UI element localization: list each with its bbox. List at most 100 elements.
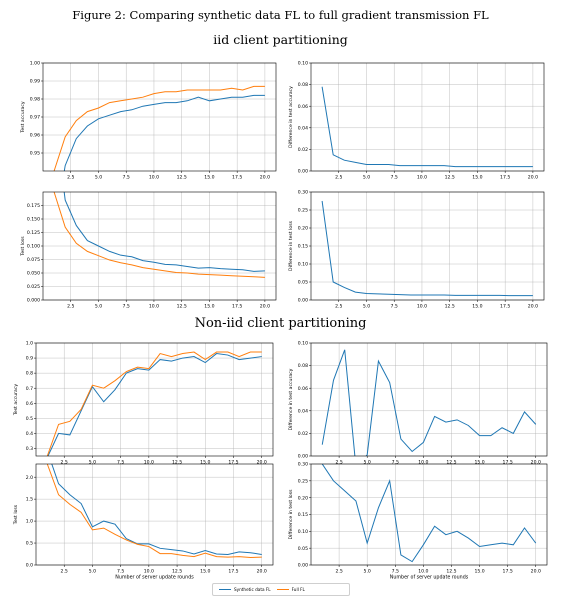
series-line-full-fl [53,192,265,278]
series-line-synthetic-data-fl [51,464,262,555]
section-title-iid: iid client partitioning [213,32,348,47]
x-tick-label: 2.5 [335,460,342,466]
legend: Synthetic data FL Full FL [212,583,350,596]
panel-noniid_loss_diff: 2.5 5.0 7.5 10.0 12.5 15.0 17.5 20.0 0.00 0.05 0.1… [288,462,548,581]
x-tick-label: 20.0 [260,175,270,181]
x-tick-label: 5.0 [89,569,96,575]
panel-noniid_acc: 2.5 5.0 7.5 10.0 12.5 15.0 17.5 20.0 0.3 0.4 0.5 0.… [13,341,274,466]
y-tick-label: 0.98 [30,97,40,103]
x-tick-label: 17.5 [232,304,242,310]
plot-frame [35,463,274,566]
y-tick-label: 0.5 [26,541,33,547]
plot-frame [310,342,548,457]
y-tick-label: 0.30 [298,190,308,196]
series-line-difference [321,349,537,456]
y-tick-label: 0.06 [298,386,308,392]
x-tick-label: 10.0 [144,569,154,575]
x-tick-label: 10.0 [418,569,428,575]
y-tick-label: 1.0 [26,341,33,347]
x-tick-label: 7.5 [391,175,398,181]
y-axis-label: Test loss [13,504,19,525]
x-tick-label: 5.0 [364,569,371,575]
series-line-difference [321,464,537,563]
x-tick-label: 2.5 [335,304,342,310]
x-tick-label: 17.5 [503,460,513,466]
y-tick-label: 0.04 [298,408,308,414]
x-tick-label: 10.0 [149,304,159,310]
legend-swatch-synthetic [219,588,231,591]
y-tick-label: 0.175 [27,203,40,209]
x-tick-label: 15.0 [474,569,484,575]
x-tick-label: 15.0 [472,175,482,181]
y-tick-label: 0.99 [30,79,40,85]
plot-frame [35,342,274,457]
y-tick-label: 0.08 [298,363,308,369]
y-tick-label: 0.08 [298,82,308,88]
y-tick-label: 0.0 [26,563,33,569]
x-tick-label: 7.5 [392,460,399,466]
y-axis-label: Test accuracy [20,101,26,134]
series-line-synthetic-data-fl [47,353,262,456]
x-tick-label: 17.5 [228,569,238,575]
y-axis-label: Difference in test accuracy [288,368,294,430]
y-tick-label: 0.00 [298,169,308,175]
y-tick-label: 0.20 [298,495,308,501]
legend-item-full: Full FL [276,587,305,592]
x-tick-label: 2.5 [67,304,74,310]
y-tick-label: 1.0 [26,519,33,525]
panel-iid_acc_diff: 2.5 5.0 7.5 10.0 12.5 15.0 17.5 20.0 0.00 0.02 0.0… [288,61,545,181]
x-tick-label: 2.5 [335,175,342,181]
x-tick-label: 17.5 [503,569,513,575]
x-tick-label: 15.0 [200,569,210,575]
panel-iid_acc: 2.5 5.0 7.5 10.0 12.5 15.0 17.5 20.0 0.95 0.96 0.9… [20,61,277,181]
y-tick-label: 0.100 [27,244,40,250]
y-tick-label: 0.30 [298,462,308,468]
x-tick-label: 2.5 [61,460,68,466]
x-tick-label: 20.0 [531,460,541,466]
x-tick-label: 7.5 [117,460,124,466]
panel-noniid_loss: 2.5 5.0 7.5 10.0 12.5 15.0 17.5 20.0 0.0 0.5 1.0 1.… [13,463,274,581]
x-tick-label: 12.5 [445,304,455,310]
series-line-full-fl [53,85,265,171]
section-title-noniid: Non-iid client partitioning [194,316,367,331]
x-tick-label: 20.0 [528,304,538,310]
x-tick-label: 12.5 [172,460,182,466]
y-tick-label: 1.5 [26,497,33,503]
x-tick-label: 17.5 [228,460,238,466]
x-tick-label: 15.0 [204,175,214,181]
x-tick-label: 15.0 [200,460,210,466]
series-line-difference [321,86,533,168]
figure-title: Figure 2: Comparing synthetic data FL to… [72,8,489,22]
x-tick-label: 10.0 [144,460,154,466]
y-tick-label: 0.25 [298,478,308,484]
x-axis-label: Number of server update rounds [390,575,469,581]
y-tick-label: 0.10 [298,61,308,67]
y-tick-label: 0.10 [298,529,308,535]
y-axis-label: Test accuracy [13,384,19,417]
x-tick-label: 17.5 [232,175,242,181]
x-tick-label: 5.0 [363,175,370,181]
x-tick-label: 12.5 [177,175,187,181]
x-tick-label: 7.5 [123,175,130,181]
x-tick-label: 10.0 [417,175,427,181]
y-tick-label: 0.06 [298,104,308,110]
x-tick-label: 17.5 [500,304,510,310]
y-tick-label: 0.96 [30,133,40,139]
y-tick-label: 0.15 [298,512,308,518]
legend-swatch-full [276,588,289,591]
y-tick-label: 0.20 [298,226,308,232]
x-tick-label: 20.0 [531,569,541,575]
y-tick-label: 0.00 [298,454,308,460]
y-tick-label: 0.6 [26,401,33,407]
x-tick-label: 7.5 [117,569,124,575]
x-tick-label: 20.0 [528,175,538,181]
x-tick-label: 20.0 [257,460,267,466]
y-tick-label: 0.25 [298,208,308,214]
series-line-full-fl [46,464,262,559]
x-tick-label: 5.0 [95,175,102,181]
x-tick-label: 10.0 [418,460,428,466]
y-tick-label: 0.075 [27,257,40,263]
panel-iid_loss: 2.5 5.0 7.5 10.0 12.5 15.0 17.5 20.0 0.000 0.025 0… [20,191,277,310]
y-tick-label: 0.02 [298,431,308,437]
